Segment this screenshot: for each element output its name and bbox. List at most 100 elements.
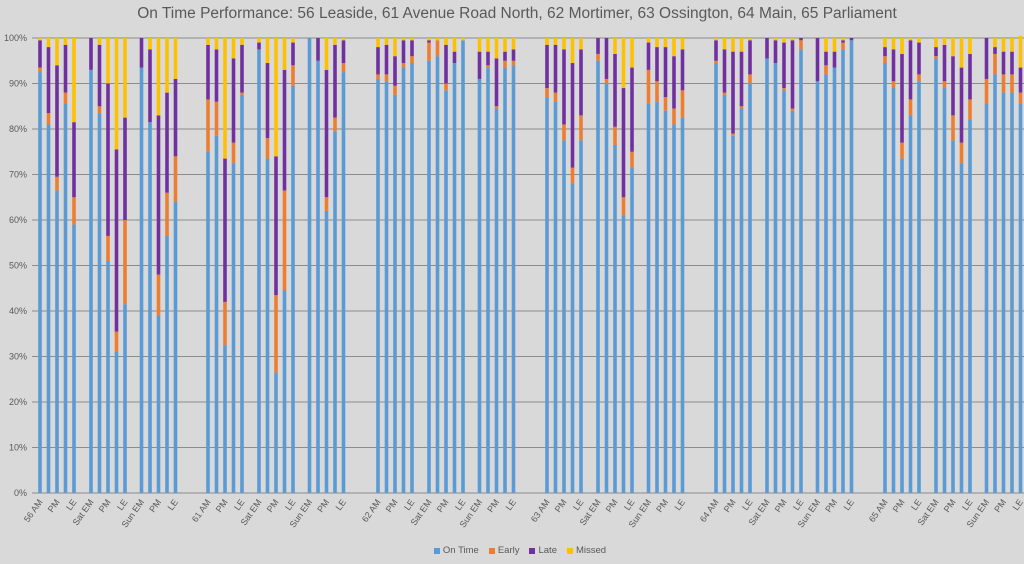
bar-segment-missed <box>680 38 685 50</box>
bar-segment-on-time <box>89 69 93 493</box>
bar-segment-missed <box>231 38 236 59</box>
bar-segment-on-time <box>680 117 685 493</box>
bar-segment-on-time <box>545 97 549 494</box>
bar-segment-on-time <box>511 65 516 494</box>
bar-segment-early <box>579 115 583 141</box>
y-tick-label: 30% <box>9 352 27 362</box>
bar-segment-early <box>401 63 406 68</box>
x-tick-label: PM <box>265 497 281 514</box>
x-tick-label: LE <box>842 497 857 512</box>
bar-segment-early <box>231 142 236 164</box>
bar-segment-on-time <box>900 158 904 493</box>
x-tick-label: LE <box>334 497 349 512</box>
bar-segment-late <box>486 51 490 66</box>
bar-segment-early <box>613 126 617 145</box>
bar-segment-early <box>731 133 735 136</box>
bar-segment-early <box>604 78 609 84</box>
bar-segment-missed <box>630 38 634 68</box>
bar-segment-late <box>452 51 457 64</box>
bar-segment-late <box>114 149 119 332</box>
bar-segment-missed <box>324 38 329 70</box>
x-tick-label: PM <box>823 497 839 514</box>
bar-segment-late <box>773 40 778 64</box>
legend-item-late[interactable]: Late <box>529 545 557 556</box>
x-tick-label: PM <box>46 497 62 514</box>
bar-segment-late <box>106 83 110 236</box>
bar-segment-late <box>722 49 727 93</box>
bar-segment-early <box>114 331 119 352</box>
bar-segment-on-time <box>951 140 955 493</box>
x-tick-label: LE <box>791 497 806 512</box>
bar-segment-on-time <box>722 94 727 493</box>
bar-segment-missed <box>773 38 778 41</box>
x-tick-label: LE <box>909 497 924 512</box>
bar-segment-late <box>579 49 583 116</box>
y-tick-label: 0% <box>14 488 27 498</box>
bar-segment-on-time <box>799 49 803 493</box>
bar-segment-late <box>596 38 600 54</box>
bar-segment-late <box>951 56 955 116</box>
bar-segment-on-time <box>214 135 219 493</box>
bar-segment-late <box>223 158 227 302</box>
bar-segment-on-time <box>908 115 913 493</box>
bar-segment-late <box>984 38 989 79</box>
bar-segment-late <box>849 38 854 41</box>
bar-segment-late <box>942 44 947 82</box>
legend-item-missed[interactable]: Missed <box>566 545 606 556</box>
legend-item-on-time[interactable]: On Time <box>433 545 479 556</box>
bar-segment-missed <box>832 38 837 52</box>
bar-segment-on-time <box>663 110 668 494</box>
bar-segment-late <box>824 51 828 66</box>
bar-segment-early <box>240 92 244 95</box>
bar-segment-late <box>613 53 617 127</box>
bar-segment-late <box>1001 51 1006 75</box>
bar-segment-on-time <box>393 94 397 493</box>
bar-segment-late <box>156 115 161 275</box>
bar-segment-missed <box>46 38 51 48</box>
bar-segment-late <box>739 51 744 107</box>
bar-segment-early <box>46 113 51 125</box>
legend-swatch-missed <box>566 547 573 554</box>
bar-segment-late <box>384 44 389 75</box>
bar-segment-missed <box>731 38 735 52</box>
bar-segment-on-time <box>333 131 337 493</box>
bar-segment-on-time <box>452 63 457 494</box>
bar-segment-early <box>503 60 507 68</box>
x-tick-label: LE <box>283 497 298 512</box>
bar-segment-late <box>680 49 685 91</box>
bar-segment-early <box>984 78 989 104</box>
bar-segment-late <box>562 49 566 125</box>
bar-segment-on-time <box>72 224 76 494</box>
bar-segment-on-time <box>46 124 51 493</box>
bar-segment-early <box>1001 74 1006 93</box>
x-tick-label: LE <box>740 497 755 512</box>
bar-segment-missed <box>570 38 575 64</box>
bar-segment-on-time <box>240 94 244 493</box>
bar-segment-on-time <box>655 101 659 493</box>
bar-segment-on-time <box>1001 92 1006 493</box>
x-tick-label: PM <box>722 497 738 514</box>
bar-segment-late <box>646 42 651 70</box>
legend-item-early[interactable]: Early <box>488 545 519 556</box>
bar-segment-missed <box>722 38 727 50</box>
bar-segment-on-time <box>486 67 490 493</box>
bar-segment-missed <box>824 38 828 52</box>
bar-segment-missed <box>156 38 161 116</box>
y-tick-label: 60% <box>9 215 27 225</box>
bar-segment-on-time <box>596 60 600 493</box>
bar-segment-on-time <box>570 183 575 493</box>
bar-segment-late <box>891 49 896 82</box>
bar-segment-missed <box>714 38 718 41</box>
x-tick-label: LE <box>1011 497 1024 512</box>
bar-segment-on-time <box>231 163 236 493</box>
bar-segment-late <box>55 65 59 177</box>
bar-segment-early <box>621 197 626 216</box>
bar-segment-early <box>486 65 490 68</box>
x-tick-label: PM <box>315 497 331 514</box>
bar-segment-late <box>663 47 668 98</box>
bar-segment-early <box>1010 74 1014 93</box>
bar-segment-missed <box>452 38 457 52</box>
bar-segment-missed <box>748 38 752 41</box>
bar-segment-early <box>324 197 329 211</box>
bar-segment-missed <box>494 38 499 59</box>
